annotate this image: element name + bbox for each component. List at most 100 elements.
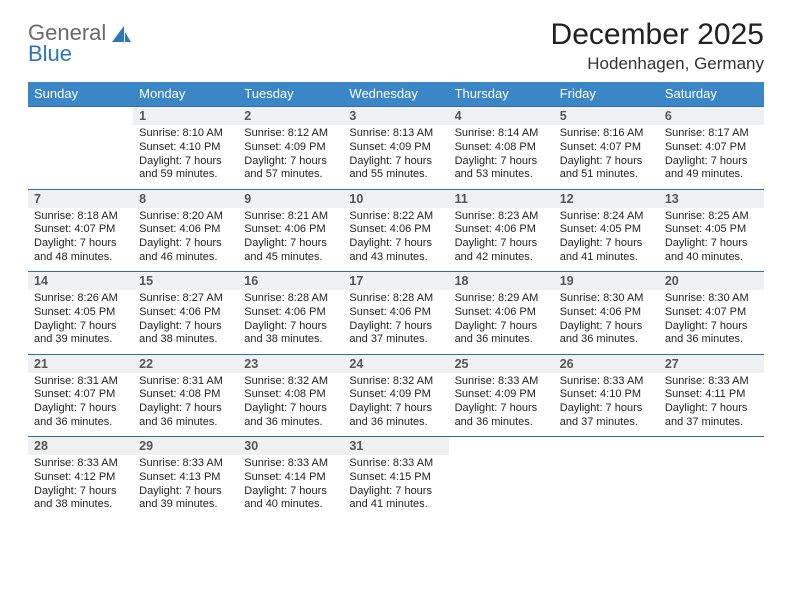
sunrise-text: Sunrise: 8:25 AM [665, 210, 758, 224]
day2-text: and 36 minutes. [34, 416, 127, 430]
day-cell: Sunrise: 8:13 AMSunset: 4:09 PMDaylight:… [343, 125, 448, 189]
day1-text: Daylight: 7 hours [244, 402, 337, 416]
day1-text: Daylight: 7 hours [34, 237, 127, 251]
day-number: 2 [238, 107, 343, 126]
day-number: 29 [133, 437, 238, 456]
sunrise-text: Sunrise: 8:18 AM [34, 210, 127, 224]
day2-text: and 36 minutes. [455, 416, 548, 430]
sunset-text: Sunset: 4:14 PM [244, 471, 337, 485]
day2-text: and 42 minutes. [455, 251, 548, 265]
sunset-text: Sunset: 4:07 PM [665, 141, 758, 155]
day-number: 26 [554, 354, 659, 373]
sunset-text: Sunset: 4:06 PM [455, 223, 548, 237]
day2-text: and 36 minutes. [244, 416, 337, 430]
sunrise-text: Sunrise: 8:33 AM [34, 457, 127, 471]
day-info-row: Sunrise: 8:26 AMSunset: 4:05 PMDaylight:… [28, 290, 764, 354]
day-number: 17 [343, 272, 448, 291]
day2-text: and 36 minutes. [455, 333, 548, 347]
day2-text: and 49 minutes. [665, 168, 758, 182]
day2-text: and 39 minutes. [139, 498, 232, 512]
day1-text: Daylight: 7 hours [139, 485, 232, 499]
day1-text: Daylight: 7 hours [349, 237, 442, 251]
sunset-text: Sunset: 4:15 PM [349, 471, 442, 485]
day2-text: and 48 minutes. [34, 251, 127, 265]
sunset-text: Sunset: 4:07 PM [34, 223, 127, 237]
day-cell: Sunrise: 8:27 AMSunset: 4:06 PMDaylight:… [133, 290, 238, 354]
day2-text: and 59 minutes. [139, 168, 232, 182]
day1-text: Daylight: 7 hours [665, 402, 758, 416]
day-number-row: 28293031 [28, 437, 764, 456]
calendar-table: Sunday Monday Tuesday Wednesday Thursday… [28, 82, 764, 519]
calendar-page: General Blue December 2025 Hodenhagen, G… [0, 0, 792, 529]
day-number: 25 [449, 354, 554, 373]
day-number: 3 [343, 107, 448, 126]
day-cell: Sunrise: 8:32 AMSunset: 4:08 PMDaylight:… [238, 373, 343, 437]
sunrise-text: Sunrise: 8:21 AM [244, 210, 337, 224]
sunrise-text: Sunrise: 8:30 AM [560, 292, 653, 306]
day1-text: Daylight: 7 hours [560, 320, 653, 334]
brand-logo: General Blue [28, 18, 132, 65]
sunset-text: Sunset: 4:12 PM [34, 471, 127, 485]
day2-text: and 36 minutes. [139, 416, 232, 430]
day-number: 13 [659, 189, 764, 208]
sunset-text: Sunset: 4:06 PM [455, 306, 548, 320]
day-cell-empty [554, 455, 659, 519]
day2-text: and 36 minutes. [349, 416, 442, 430]
day1-text: Daylight: 7 hours [455, 155, 548, 169]
day1-text: Daylight: 7 hours [139, 155, 232, 169]
sunrise-text: Sunrise: 8:10 AM [139, 127, 232, 141]
sunrise-text: Sunrise: 8:13 AM [349, 127, 442, 141]
day-info-row: Sunrise: 8:33 AMSunset: 4:12 PMDaylight:… [28, 455, 764, 519]
sunrise-text: Sunrise: 8:31 AM [34, 375, 127, 389]
day2-text: and 43 minutes. [349, 251, 442, 265]
sunset-text: Sunset: 4:10 PM [560, 388, 653, 402]
sunrise-text: Sunrise: 8:33 AM [139, 457, 232, 471]
day-number: 12 [554, 189, 659, 208]
day2-text: and 41 minutes. [349, 498, 442, 512]
month-title: December 2025 [551, 18, 764, 52]
sunrise-text: Sunrise: 8:16 AM [560, 127, 653, 141]
day-cell: Sunrise: 8:12 AMSunset: 4:09 PMDaylight:… [238, 125, 343, 189]
day-number: 31 [343, 437, 448, 456]
sunset-text: Sunset: 4:05 PM [34, 306, 127, 320]
day1-text: Daylight: 7 hours [455, 402, 548, 416]
brand-part2: Blue [28, 43, 106, 65]
sunset-text: Sunset: 4:06 PM [349, 306, 442, 320]
day2-text: and 36 minutes. [665, 333, 758, 347]
weekday-header-row: Sunday Monday Tuesday Wednesday Thursday… [28, 82, 764, 107]
day-number: 21 [28, 354, 133, 373]
sunset-text: Sunset: 4:06 PM [139, 223, 232, 237]
sunset-text: Sunset: 4:10 PM [139, 141, 232, 155]
day-cell: Sunrise: 8:25 AMSunset: 4:05 PMDaylight:… [659, 208, 764, 272]
sunset-text: Sunset: 4:07 PM [34, 388, 127, 402]
sunset-text: Sunset: 4:09 PM [349, 141, 442, 155]
weekday-heading: Monday [133, 82, 238, 107]
sunrise-text: Sunrise: 8:33 AM [560, 375, 653, 389]
sunrise-text: Sunrise: 8:33 AM [665, 375, 758, 389]
sunset-text: Sunset: 4:07 PM [560, 141, 653, 155]
day-number: 24 [343, 354, 448, 373]
day-number: 22 [133, 354, 238, 373]
sunrise-text: Sunrise: 8:27 AM [139, 292, 232, 306]
day2-text: and 37 minutes. [665, 416, 758, 430]
day1-text: Daylight: 7 hours [244, 485, 337, 499]
day-cell: Sunrise: 8:17 AMSunset: 4:07 PMDaylight:… [659, 125, 764, 189]
day1-text: Daylight: 7 hours [349, 485, 442, 499]
day-cell: Sunrise: 8:33 AMSunset: 4:10 PMDaylight:… [554, 373, 659, 437]
sunrise-text: Sunrise: 8:17 AM [665, 127, 758, 141]
day-number: 20 [659, 272, 764, 291]
sunrise-text: Sunrise: 8:33 AM [349, 457, 442, 471]
day-number-row: 21222324252627 [28, 354, 764, 373]
day1-text: Daylight: 7 hours [560, 402, 653, 416]
day1-text: Daylight: 7 hours [349, 155, 442, 169]
day1-text: Daylight: 7 hours [244, 237, 337, 251]
sunrise-text: Sunrise: 8:32 AM [349, 375, 442, 389]
sunset-text: Sunset: 4:07 PM [665, 306, 758, 320]
day-cell: Sunrise: 8:23 AMSunset: 4:06 PMDaylight:… [449, 208, 554, 272]
sunrise-text: Sunrise: 8:20 AM [139, 210, 232, 224]
sunrise-text: Sunrise: 8:22 AM [349, 210, 442, 224]
sunset-text: Sunset: 4:05 PM [560, 223, 653, 237]
day-cell: Sunrise: 8:30 AMSunset: 4:06 PMDaylight:… [554, 290, 659, 354]
day-cell: Sunrise: 8:18 AMSunset: 4:07 PMDaylight:… [28, 208, 133, 272]
day-number: 5 [554, 107, 659, 126]
